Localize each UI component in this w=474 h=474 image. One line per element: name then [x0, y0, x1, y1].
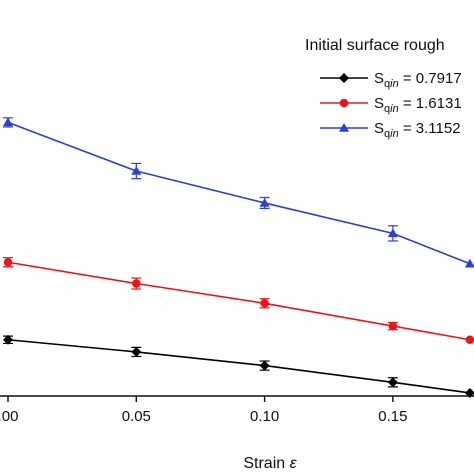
series-2 [3, 257, 474, 345]
series-3 [3, 117, 474, 268]
series-line [7, 121, 471, 265]
x-tick-label: 0.05 [122, 408, 151, 425]
data-point [132, 279, 141, 288]
data-point [3, 257, 13, 267]
legend-items: Sqin = 0.7917 Sqin = 1.6131 Sqin = 3.1152 [320, 70, 462, 140]
legend: Initial surface rough Sqin = 0.7917Sqin … [305, 37, 462, 140]
data-point [387, 228, 398, 238]
legend-item-2: Sqin = 1.6131 [320, 95, 462, 115]
x-tick-label: .00 [0, 408, 18, 425]
legend-label: Sqin = 3.1152 [374, 120, 461, 140]
data-point [131, 166, 142, 175]
data-point [260, 299, 269, 308]
legend-label: Sqin = 0.7917 [374, 70, 462, 90]
x-tick-label: 0.15 [378, 408, 407, 425]
legend-item-1: Sqin = 0.7917 [320, 70, 462, 90]
data-point [464, 258, 474, 268]
x-tick-label: 0.10 [250, 408, 279, 425]
data-point [259, 360, 270, 371]
data-point [388, 321, 398, 331]
series-line [7, 338, 470, 394]
legend-title: Initial surface rough [305, 37, 445, 54]
data-point [387, 377, 398, 388]
series-line [7, 261, 471, 341]
data-point [3, 117, 13, 127]
legend-swatch-marker [339, 123, 349, 132]
legend-item-3: Sqin = 3.1152 [320, 120, 461, 140]
data-point [259, 197, 270, 207]
data-point [465, 335, 474, 345]
data-point [3, 334, 13, 345]
legend-swatch-marker [339, 98, 349, 108]
data-point [131, 346, 142, 357]
x-axis-label: Strain ε [243, 455, 297, 472]
series-layer [3, 117, 474, 398]
series-1 [3, 334, 474, 398]
legend-label: Sqin = 1.6131 [374, 95, 462, 115]
x-axis-ticks: .00 0.05 0.10 0.15 [0, 396, 408, 425]
legend-swatch-marker [339, 73, 349, 83]
